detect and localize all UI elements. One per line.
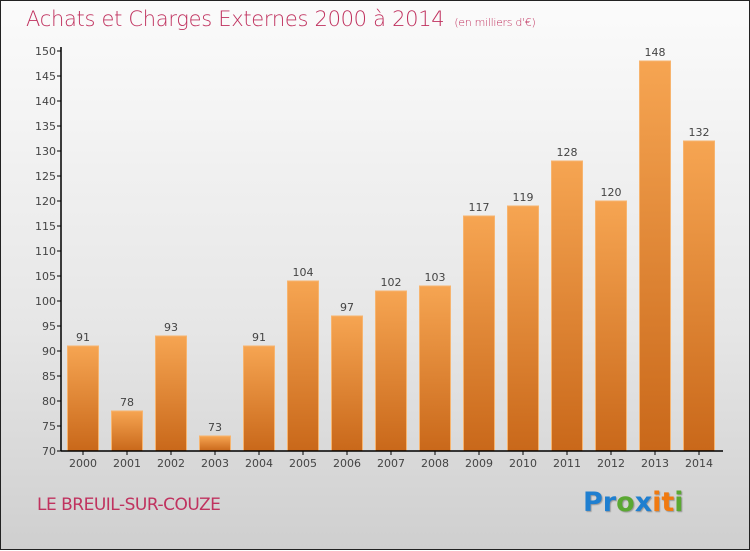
y-tick-label-135: 135 xyxy=(35,120,56,133)
logo-letter: i xyxy=(652,487,662,518)
proxiti-logo: Proxiti xyxy=(583,487,684,518)
y-tick-label-75: 75 xyxy=(42,420,56,433)
chart-title-text: Achats et Charges Externes 2000 à 2014 xyxy=(26,7,445,31)
logo-letter: o xyxy=(616,487,635,518)
bar-2013 xyxy=(639,60,671,452)
value-label-2000: 91 xyxy=(76,331,90,344)
x-tick-label-2014: 2014 xyxy=(685,457,713,470)
x-tick-label-2004: 2004 xyxy=(245,457,273,470)
value-label-2004: 91 xyxy=(252,331,266,344)
x-tick-label-2008: 2008 xyxy=(421,457,449,470)
bar-2007 xyxy=(375,290,407,452)
bar-2011 xyxy=(551,160,583,452)
x-tick-label-2007: 2007 xyxy=(377,457,405,470)
axes-group: 2000 2001 2002 2003 2004 2005 2006 2007 2008 2009… xyxy=(35,45,723,470)
x-tick-label-2012: 2012 xyxy=(597,457,625,470)
x-tick-label-2009: 2009 xyxy=(465,457,493,470)
y-tick-label-105: 105 xyxy=(35,270,56,283)
bar-2004 xyxy=(243,345,275,452)
y-tick-label-70: 70 xyxy=(42,445,56,458)
bar-2012 xyxy=(595,200,627,452)
value-label-2002: 93 xyxy=(164,321,178,334)
x-tick-label-2003: 2003 xyxy=(201,457,229,470)
y-tick-label-145: 145 xyxy=(35,70,56,83)
y-tick-label-120: 120 xyxy=(35,195,56,208)
x-tick-label-2002: 2002 xyxy=(157,457,185,470)
logo-letter: x xyxy=(634,487,653,518)
value-label-2005: 104 xyxy=(293,266,314,279)
value-label-2003: 73 xyxy=(208,421,222,434)
value-label-2007: 102 xyxy=(381,276,402,289)
value-label-2006: 97 xyxy=(340,301,354,314)
value-label-2014: 132 xyxy=(689,126,710,139)
logo-letter: r xyxy=(602,487,617,518)
bar-2000 xyxy=(67,345,99,452)
y-tick-label-150: 150 xyxy=(35,45,56,58)
value-label-2013: 148 xyxy=(645,46,666,59)
value-label-2012: 120 xyxy=(601,186,622,199)
chart-subtitle: (en milliers d'€) xyxy=(454,16,536,29)
x-tick-label-2011: 2011 xyxy=(553,457,581,470)
x-tick-label-2006: 2006 xyxy=(333,457,361,470)
bar-2008 xyxy=(419,285,451,452)
bar-2005 xyxy=(287,280,319,452)
y-tick-label-110: 110 xyxy=(35,245,56,258)
logo-letter: P xyxy=(583,487,603,518)
place-name: LE BREUIL-SUR-COUZE xyxy=(37,495,221,515)
bar-2003 xyxy=(199,435,231,452)
x-tick-label-2000: 2000 xyxy=(69,457,97,470)
chart-title: Achats et Charges Externes 2000 à 2014 (e… xyxy=(26,7,536,31)
y-tick-label-95: 95 xyxy=(42,320,56,333)
bar-2010 xyxy=(507,205,539,452)
x-tick-label-2005: 2005 xyxy=(289,457,317,470)
y-tick-label-85: 85 xyxy=(42,370,56,383)
x-tick-label-2010: 2010 xyxy=(509,457,537,470)
value-label-2010: 119 xyxy=(513,191,534,204)
logo-letter: t xyxy=(661,487,675,518)
bar-2002 xyxy=(155,335,187,452)
y-tick-label-115: 115 xyxy=(35,220,56,233)
y-tick-label-125: 125 xyxy=(35,170,56,183)
y-tick-label-140: 140 xyxy=(35,95,56,108)
bar-2014 xyxy=(683,140,715,452)
value-label-2009: 117 xyxy=(469,201,490,214)
y-tick-label-100: 100 xyxy=(35,295,56,308)
y-tick-label-80: 80 xyxy=(42,395,56,408)
value-label-2001: 78 xyxy=(120,396,134,409)
bars-group: 91 78 93 73 91 104 97 102 103 117 119 128 120 148 132 xyxy=(67,46,715,452)
y-tick-label-130: 130 xyxy=(35,145,56,158)
x-tick-label-2013: 2013 xyxy=(641,457,669,470)
bar-2006 xyxy=(331,315,363,452)
y-tick-label-90: 90 xyxy=(42,345,56,358)
value-label-2011: 128 xyxy=(557,146,578,159)
value-label-2008: 103 xyxy=(425,271,446,284)
bar-2001 xyxy=(111,410,143,452)
x-tick-label-2001: 2001 xyxy=(113,457,141,470)
logo-letter: i xyxy=(674,487,684,518)
bar-2009 xyxy=(463,215,495,452)
